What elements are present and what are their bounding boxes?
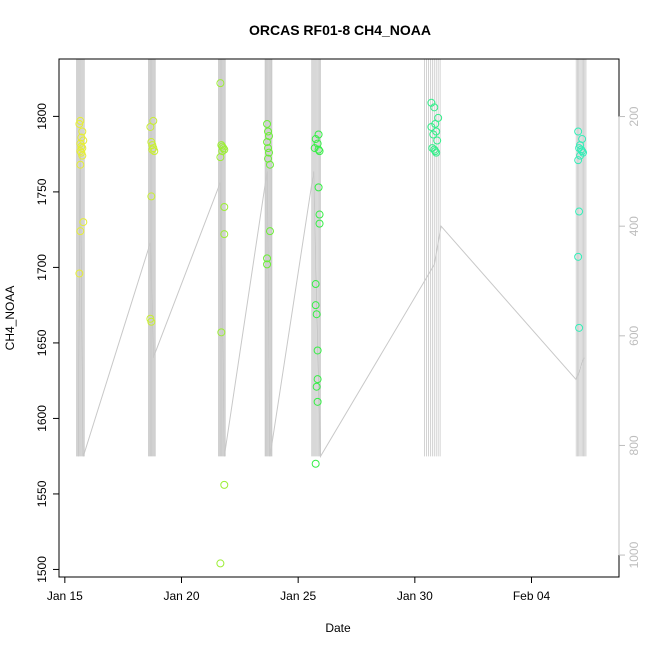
- data-point: [75, 269, 84, 278]
- chart-title: ORCAS RF01-8 CH4_NOAA: [249, 22, 431, 38]
- data-point: [220, 203, 229, 211]
- y2-tick-label: 800: [627, 435, 641, 455]
- data-point: [147, 192, 156, 201]
- data-point: [574, 127, 583, 136]
- x-tick-label: Jan 30: [397, 589, 433, 603]
- y-tick-label: 1600: [35, 405, 49, 432]
- data-point: [78, 127, 87, 136]
- secondary-series-layer: [76, 59, 587, 459]
- y2-tick-label: 400: [627, 216, 641, 236]
- data-point: [263, 119, 272, 128]
- x-tick-label: Feb 04: [513, 589, 551, 603]
- data-point: [430, 103, 439, 112]
- data-point: [311, 280, 320, 289]
- data-point: [313, 397, 322, 406]
- data-point: [217, 328, 226, 337]
- data-point: [432, 148, 441, 157]
- data-point: [79, 218, 88, 227]
- x-axis: Jan 15 Jan 20 Jan 25 Jan 30 Feb 04: [47, 576, 551, 603]
- data-point: [315, 147, 324, 156]
- secondary-y-axis: 200 400 600 800 1000: [618, 106, 641, 568]
- data-point: [147, 317, 156, 326]
- y-axis-label: CH4_NOAA: [3, 286, 17, 351]
- data-point: [76, 147, 85, 156]
- data-point: [311, 135, 320, 144]
- x-tick-label: Jan 25: [280, 589, 316, 603]
- data-point: [575, 323, 584, 332]
- data-point: [216, 153, 225, 162]
- x-tick-label: Jan 20: [163, 589, 199, 603]
- y-tick-label: 1750: [35, 178, 49, 205]
- data-point: [263, 254, 272, 263]
- data-point: [429, 130, 438, 139]
- y-axis: 1500 1550 1600 1650 1700 1750 1800: [35, 103, 60, 583]
- data-point: [264, 127, 273, 136]
- data-point: [75, 119, 84, 128]
- y-tick-label: 1650: [35, 329, 49, 356]
- data-point: [431, 147, 440, 156]
- data-point: [315, 210, 324, 219]
- data-point: [311, 301, 320, 310]
- data-point: [578, 147, 587, 156]
- data-point: [313, 375, 322, 384]
- data-point: [220, 145, 229, 154]
- data-point: [313, 346, 322, 355]
- y-tick-label: 1500: [35, 556, 49, 583]
- y2-tick-label: 1000: [627, 541, 641, 568]
- data-point: [314, 145, 323, 154]
- y2-tick-label: 200: [627, 106, 641, 126]
- data-point: [575, 207, 584, 216]
- data-point: [216, 79, 225, 88]
- data-point: [312, 382, 321, 391]
- data-point: [220, 480, 229, 489]
- data-point: [263, 138, 272, 147]
- data-point: [78, 151, 87, 160]
- data-point: [76, 160, 85, 169]
- data-point: [433, 136, 442, 145]
- data-point: [76, 227, 85, 236]
- data-point: [263, 260, 272, 269]
- x-tick-label: Jan 15: [47, 589, 83, 603]
- data-point: [265, 148, 273, 157]
- data-point: [427, 122, 436, 131]
- data-point: [314, 183, 323, 192]
- data-point: [146, 122, 155, 131]
- data-point: [576, 151, 585, 160]
- data-point: [264, 144, 273, 153]
- data-point: [312, 310, 321, 319]
- x-axis-label: Date: [325, 621, 351, 635]
- y-tick-label: 1700: [35, 254, 49, 281]
- data-point: [574, 252, 583, 261]
- y-tick-label: 1550: [35, 480, 49, 507]
- data-point: [311, 459, 320, 468]
- data-point: [574, 156, 583, 165]
- data-point: [150, 147, 159, 156]
- data-point: [265, 160, 274, 169]
- data-point: [315, 219, 324, 228]
- data-point: [216, 559, 225, 568]
- data-point: [77, 142, 86, 151]
- data-point: [220, 230, 229, 239]
- data-point: [265, 227, 274, 236]
- y-tick-label: 1800: [35, 103, 49, 130]
- data-point: [148, 145, 157, 154]
- y2-tick-label: 600: [627, 325, 641, 345]
- data-points-layer: [75, 79, 588, 568]
- plot-frame: [58, 58, 620, 578]
